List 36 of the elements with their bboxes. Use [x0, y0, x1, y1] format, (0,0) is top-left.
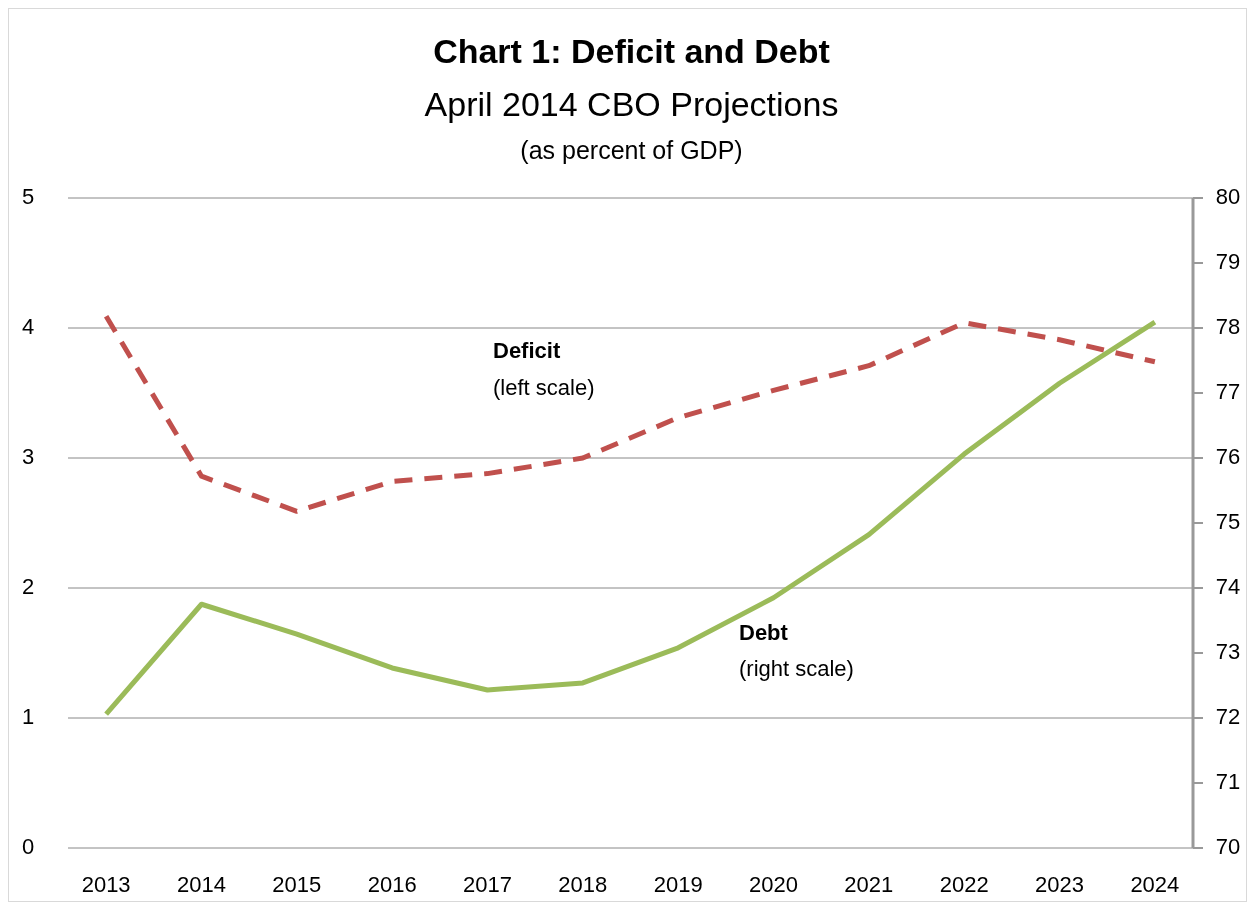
chart-title: Chart 1: Deficit and Debt: [433, 32, 830, 70]
y2-tick-label: 78: [1215, 313, 1241, 339]
y2-tick-label: 70: [1215, 833, 1241, 859]
y2-tick-label: 73: [1215, 638, 1241, 664]
y-tick-label: 0: [21, 833, 35, 859]
x-tick-label: 2018: [558, 872, 608, 897]
x-tick-label: 2016: [367, 872, 417, 897]
x-tick-label: 2020: [749, 872, 798, 897]
x-tick-label: 2021: [844, 872, 894, 897]
x-tick-label: 2013: [81, 872, 131, 897]
y2-tick-label: 75: [1215, 508, 1241, 534]
text: (as percent of GDP): [520, 136, 743, 164]
x-tick-label: 2022: [939, 872, 989, 897]
y-tick-label: 3: [21, 443, 35, 469]
y2-tick-label: 74: [1215, 573, 1241, 599]
chart-subtitle: April 2014 CBO Projections: [424, 85, 839, 123]
x-tick-label: 2015: [272, 872, 322, 897]
y-tick-label: 1: [21, 703, 35, 729]
y2-tick-label: 80: [1215, 183, 1241, 209]
y2-tick-label: 72: [1215, 703, 1241, 729]
x-tick-label: 2014: [177, 872, 226, 897]
y2-tick-label: 79: [1215, 248, 1241, 274]
y2-tick-label: 71: [1215, 768, 1241, 794]
y-tick-label: 4: [21, 313, 35, 339]
x-tick-label: 2019: [653, 872, 703, 897]
y2-tick-label: 76: [1215, 443, 1241, 469]
annotation: (right scale): [739, 655, 854, 681]
y2-tick-label: 77: [1215, 378, 1241, 404]
annotation: Deficit: [493, 337, 561, 363]
y-tick-label: 2: [21, 573, 35, 599]
x-tick-label: 2017: [463, 872, 512, 897]
y-tick-label: 5: [21, 183, 35, 209]
x-tick-label: 2023: [1035, 872, 1084, 897]
annotation: (left scale): [493, 374, 595, 400]
x-tick-label: 2024: [1130, 872, 1180, 897]
annotation: Debt: [739, 619, 789, 645]
